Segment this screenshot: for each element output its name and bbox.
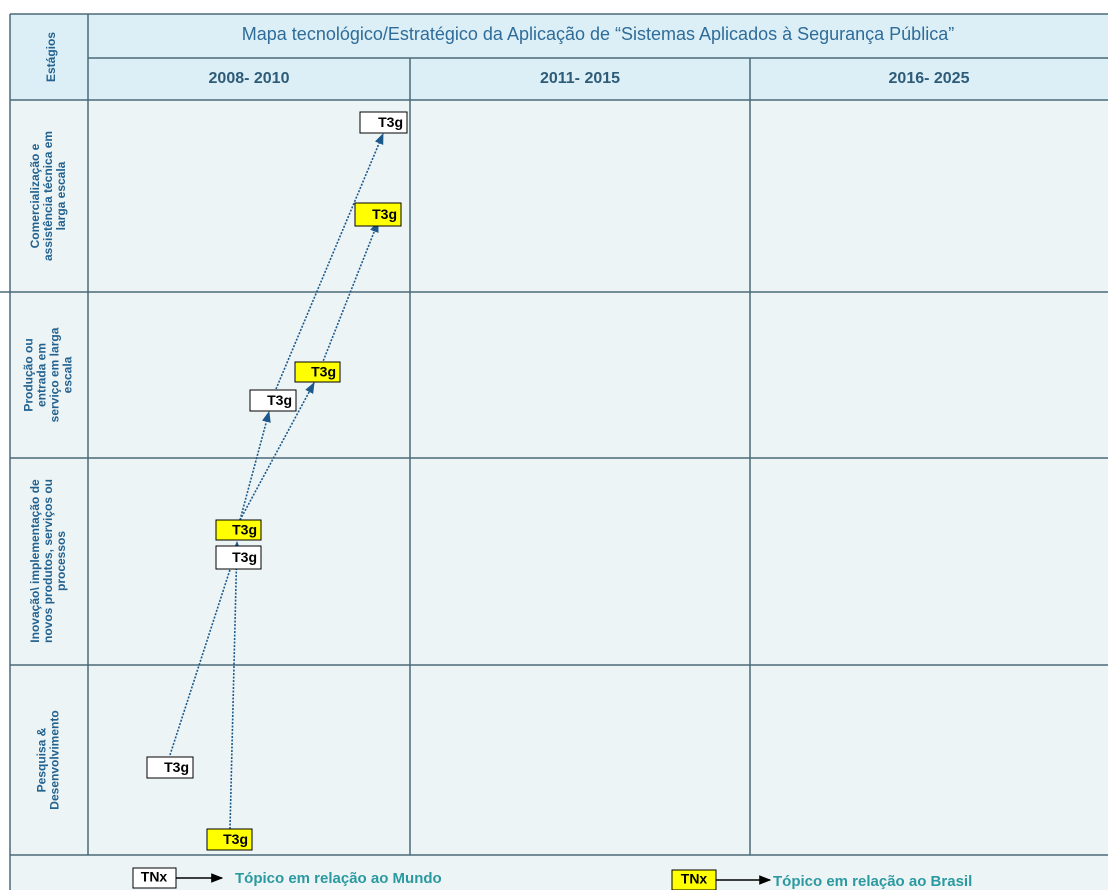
stage-label: escala <box>61 356 75 393</box>
topic-label: T3g <box>378 114 403 130</box>
topic-label: T3g <box>232 549 257 565</box>
stage-label: Produção ou <box>22 338 36 411</box>
topic-box <box>215 519 262 541</box>
period: 2008- 2010 <box>209 70 290 87</box>
stage-label: assistência técnica em <box>41 131 55 261</box>
topic-label: T3g <box>164 759 189 775</box>
grid <box>0 13 1108 890</box>
period: 2016- 2025 <box>889 70 970 87</box>
legend-text: Tópico em relação ao Brasil <box>773 873 972 890</box>
topic-box <box>146 756 194 779</box>
title: Mapa tecnológico/Estratégico da Aplicaçã… <box>242 24 954 44</box>
topic-label: T3g <box>311 364 336 380</box>
stage-label: processos <box>54 531 68 591</box>
stage-label: Comercialização e <box>28 143 42 248</box>
stage-label: entrada em <box>35 343 49 407</box>
stage-header-bg <box>10 14 88 100</box>
topic-box <box>206 828 253 851</box>
topic-box <box>249 389 297 412</box>
stage-label: larga escala <box>54 161 68 230</box>
arrows <box>169 132 384 830</box>
stage-label: novos produtos, serviços ou <box>41 479 55 643</box>
stage-label: Desenvolvimento <box>48 710 62 809</box>
topic-label: T3g <box>232 522 257 538</box>
topic-box <box>354 202 402 227</box>
header-bg <box>88 14 1108 100</box>
topic-box <box>215 545 262 570</box>
period: 2011- 2015 <box>540 70 620 87</box>
legend-box: TNx <box>141 869 168 885</box>
legend-box: TNx <box>681 871 708 887</box>
stage-label: serviço em larga <box>48 327 62 422</box>
topic-box <box>294 361 341 383</box>
topic-label: T3g <box>223 831 248 847</box>
stage-label: Inovação\ implementação de <box>28 479 42 643</box>
background <box>10 14 1108 890</box>
topic-label: T3g <box>372 206 397 222</box>
topic-box <box>359 111 408 134</box>
stage-label: Pesquisa & <box>35 727 49 792</box>
topic-label: T3g <box>267 392 292 408</box>
legend-text: Tópico em relação ao Mundo <box>235 870 442 887</box>
stages-header: Estágios <box>44 32 58 82</box>
legend: TNx Tópico em relação ao Mundo TNx Tópic… <box>132 867 972 890</box>
